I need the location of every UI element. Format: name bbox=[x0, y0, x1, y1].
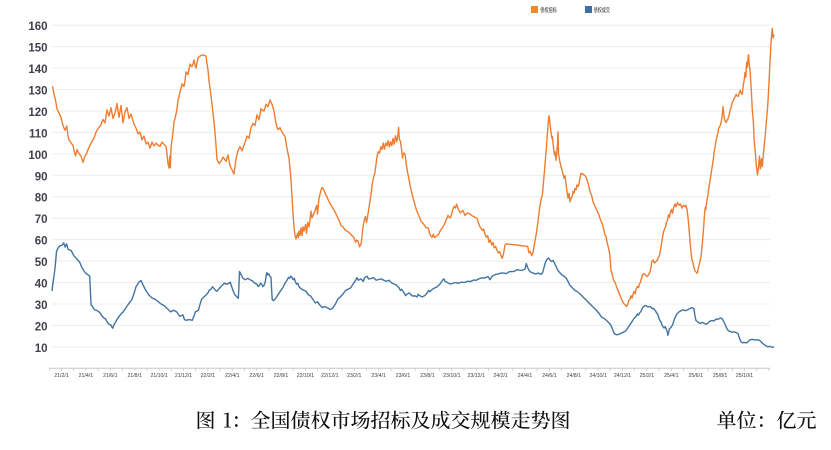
svg-text:25/10/1: 25/10/1 bbox=[736, 373, 753, 379]
svg-text:100: 100 bbox=[28, 150, 47, 162]
svg-text:23/8/1: 23/8/1 bbox=[420, 373, 435, 379]
svg-text:22/10/1: 22/10/1 bbox=[297, 373, 314, 379]
svg-text:150: 150 bbox=[28, 43, 47, 55]
svg-text:23/2/1: 23/2/1 bbox=[347, 373, 362, 379]
svg-text:25/6/1: 25/6/1 bbox=[688, 373, 703, 379]
svg-text:10: 10 bbox=[35, 343, 48, 355]
svg-text:50: 50 bbox=[35, 257, 48, 269]
svg-text:24/2/1: 24/2/1 bbox=[493, 373, 508, 379]
svg-text:22/12/1: 22/12/1 bbox=[321, 373, 338, 379]
svg-text:21/8/1: 21/8/1 bbox=[127, 373, 142, 379]
svg-text:24/8/1: 24/8/1 bbox=[567, 373, 582, 379]
svg-text:130: 130 bbox=[28, 86, 47, 98]
svg-text:70: 70 bbox=[35, 214, 48, 226]
svg-text:60: 60 bbox=[35, 236, 48, 248]
svg-text:160: 160 bbox=[28, 21, 47, 33]
svg-text:21/10/1: 21/10/1 bbox=[150, 373, 167, 379]
svg-text:24/6/1: 24/6/1 bbox=[542, 373, 557, 379]
svg-text:40: 40 bbox=[35, 279, 48, 291]
svg-text:24/10/1: 24/10/1 bbox=[589, 373, 606, 379]
svg-text:23/12/1: 23/12/1 bbox=[468, 373, 485, 379]
svg-text:25/4/1: 25/4/1 bbox=[664, 373, 679, 379]
svg-text:23/4/1: 23/4/1 bbox=[371, 373, 386, 379]
svg-text:21/12/1: 21/12/1 bbox=[175, 373, 192, 379]
svg-text:120: 120 bbox=[28, 107, 47, 119]
svg-text:80: 80 bbox=[35, 193, 48, 205]
svg-text:22/8/1: 22/8/1 bbox=[274, 373, 289, 379]
svg-text:24/12/1: 24/12/1 bbox=[614, 373, 631, 379]
svg-text:21/4/1: 21/4/1 bbox=[79, 373, 94, 379]
svg-text:90: 90 bbox=[35, 171, 48, 183]
svg-text:25/2/1: 25/2/1 bbox=[640, 373, 655, 379]
svg-text:25/8/1: 25/8/1 bbox=[713, 373, 728, 379]
svg-text:23/10/1: 23/10/1 bbox=[443, 373, 460, 379]
svg-text:22/4/1: 22/4/1 bbox=[225, 373, 240, 379]
svg-text:21/2/1: 21/2/1 bbox=[54, 373, 69, 379]
svg-text:21/6/1: 21/6/1 bbox=[103, 373, 118, 379]
svg-text:140: 140 bbox=[28, 64, 47, 76]
svg-text:22/2/1: 22/2/1 bbox=[201, 373, 216, 379]
svg-text:23/6/1: 23/6/1 bbox=[396, 373, 411, 379]
svg-text:110: 110 bbox=[29, 128, 48, 140]
svg-text:24/4/1: 24/4/1 bbox=[518, 373, 533, 379]
svg-text:20: 20 bbox=[35, 321, 48, 333]
svg-text:30: 30 bbox=[35, 300, 48, 312]
svg-text:22/6/1: 22/6/1 bbox=[249, 373, 264, 379]
